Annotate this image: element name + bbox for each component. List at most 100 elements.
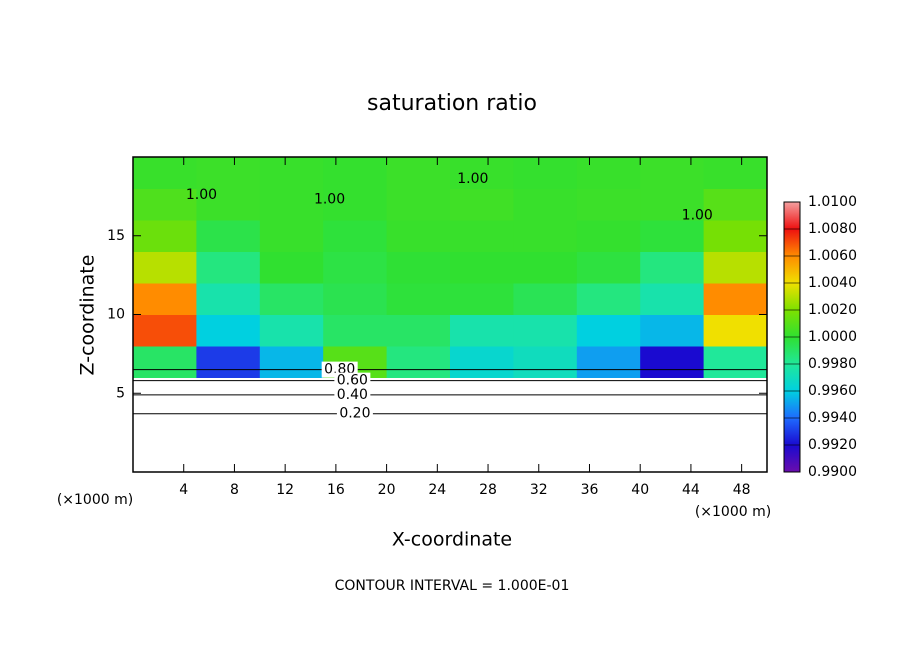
field-cell xyxy=(386,188,451,221)
field-cell xyxy=(703,440,768,473)
field-cell xyxy=(259,220,324,252)
field-cell xyxy=(133,220,197,252)
colorbar-tick-label: 1.0000 xyxy=(808,329,857,345)
field-cell xyxy=(196,283,261,315)
field-cell xyxy=(576,283,641,315)
contour-label: 0.20 xyxy=(339,406,370,422)
field-cell xyxy=(259,377,324,410)
field-cell xyxy=(386,409,451,441)
field-cell xyxy=(259,283,324,315)
field-cell xyxy=(386,440,451,473)
x-tick-label: 8 xyxy=(230,482,239,498)
field-cell xyxy=(703,377,768,410)
field-cell xyxy=(196,220,261,252)
field-cell xyxy=(703,157,768,189)
field-cell xyxy=(196,409,261,441)
x-tick-label: 28 xyxy=(479,482,497,498)
field-cell xyxy=(259,251,324,284)
field-cell xyxy=(703,251,768,284)
field-cell xyxy=(640,283,705,315)
field-cell xyxy=(640,377,705,410)
colorbar-tick-label: 0.9940 xyxy=(808,410,857,426)
footer-note: CONTOUR INTERVAL = 1.000E-01 xyxy=(335,578,570,594)
field-cell xyxy=(259,314,324,347)
field-cell xyxy=(576,346,641,378)
field-cell xyxy=(513,220,578,252)
field-cell xyxy=(450,188,514,221)
field-cell xyxy=(323,283,388,315)
contour-label-bg xyxy=(334,386,371,403)
colorbar-tick-label: 1.0020 xyxy=(808,302,857,318)
x-tick-label: 36 xyxy=(581,482,599,498)
field-cell xyxy=(576,157,641,189)
field-cell xyxy=(640,440,705,473)
contour-label: 1.00 xyxy=(682,207,713,223)
field-cell xyxy=(196,157,261,189)
x-tick-label: 4 xyxy=(179,482,188,498)
field-cell xyxy=(576,409,641,441)
field-cell xyxy=(703,283,768,315)
field-cell xyxy=(640,157,705,189)
contour-label: 0.40 xyxy=(337,387,368,403)
y-tick-label: 15 xyxy=(107,228,125,244)
x-tick-label: 44 xyxy=(682,482,700,498)
contour-label: 1.00 xyxy=(457,171,488,187)
field-cell xyxy=(450,157,514,189)
field-cell xyxy=(133,346,197,378)
field-cell xyxy=(133,314,197,347)
x-tick-label: 40 xyxy=(631,482,649,498)
colorbar-tick-label: 1.0040 xyxy=(808,275,857,291)
field-cell xyxy=(640,346,705,378)
field-cell xyxy=(513,283,578,315)
x-axis-title: X-coordinate xyxy=(392,529,512,551)
field-cell xyxy=(133,440,197,473)
field-cell xyxy=(196,251,261,284)
field-cell xyxy=(386,283,451,315)
field-cell xyxy=(640,251,705,284)
field-cell xyxy=(576,251,641,284)
field-cell xyxy=(323,440,388,473)
field-cell xyxy=(386,314,451,347)
field-cell xyxy=(450,346,514,378)
field-cell xyxy=(450,440,514,473)
field-cell xyxy=(576,188,641,221)
colorbar-tick-label: 1.0080 xyxy=(808,221,857,237)
colorbar-tick-label: 0.9920 xyxy=(808,437,857,453)
field-cell xyxy=(259,188,324,221)
field-cell xyxy=(703,409,768,441)
field-cell xyxy=(386,251,451,284)
field-cell xyxy=(513,157,578,189)
field-cell xyxy=(450,220,514,252)
colorbar-tick-label: 0.9980 xyxy=(808,356,857,372)
field-cell xyxy=(513,188,578,221)
field-cell xyxy=(196,188,261,221)
field-cell xyxy=(323,220,388,252)
colorbar-tick-label: 1.0100 xyxy=(808,194,857,210)
field-cell xyxy=(576,440,641,473)
field-cell xyxy=(513,346,578,378)
field-cell xyxy=(196,440,261,473)
field-cell xyxy=(640,220,705,252)
field-cell xyxy=(703,346,768,378)
x-tick-label: 32 xyxy=(530,482,548,498)
field-cell xyxy=(133,283,197,315)
field-cell xyxy=(576,220,641,252)
x-tick-label: 48 xyxy=(733,482,751,498)
field-cell xyxy=(133,377,197,410)
colorbar-tick-label: 0.9960 xyxy=(808,383,857,399)
field-cell xyxy=(323,251,388,284)
contour-label: 1.00 xyxy=(186,187,217,203)
field-cell xyxy=(323,188,388,221)
y-tick-label: 5 xyxy=(116,385,125,401)
field-cell xyxy=(196,346,261,378)
field-cell xyxy=(640,409,705,441)
field-cell xyxy=(450,409,514,441)
field xyxy=(133,157,768,473)
field-cell xyxy=(450,377,514,410)
field-cell xyxy=(259,409,324,441)
x-tick-label: 12 xyxy=(276,482,294,498)
field-cell xyxy=(133,409,197,441)
field-cell xyxy=(323,314,388,347)
field-cell xyxy=(133,157,197,189)
